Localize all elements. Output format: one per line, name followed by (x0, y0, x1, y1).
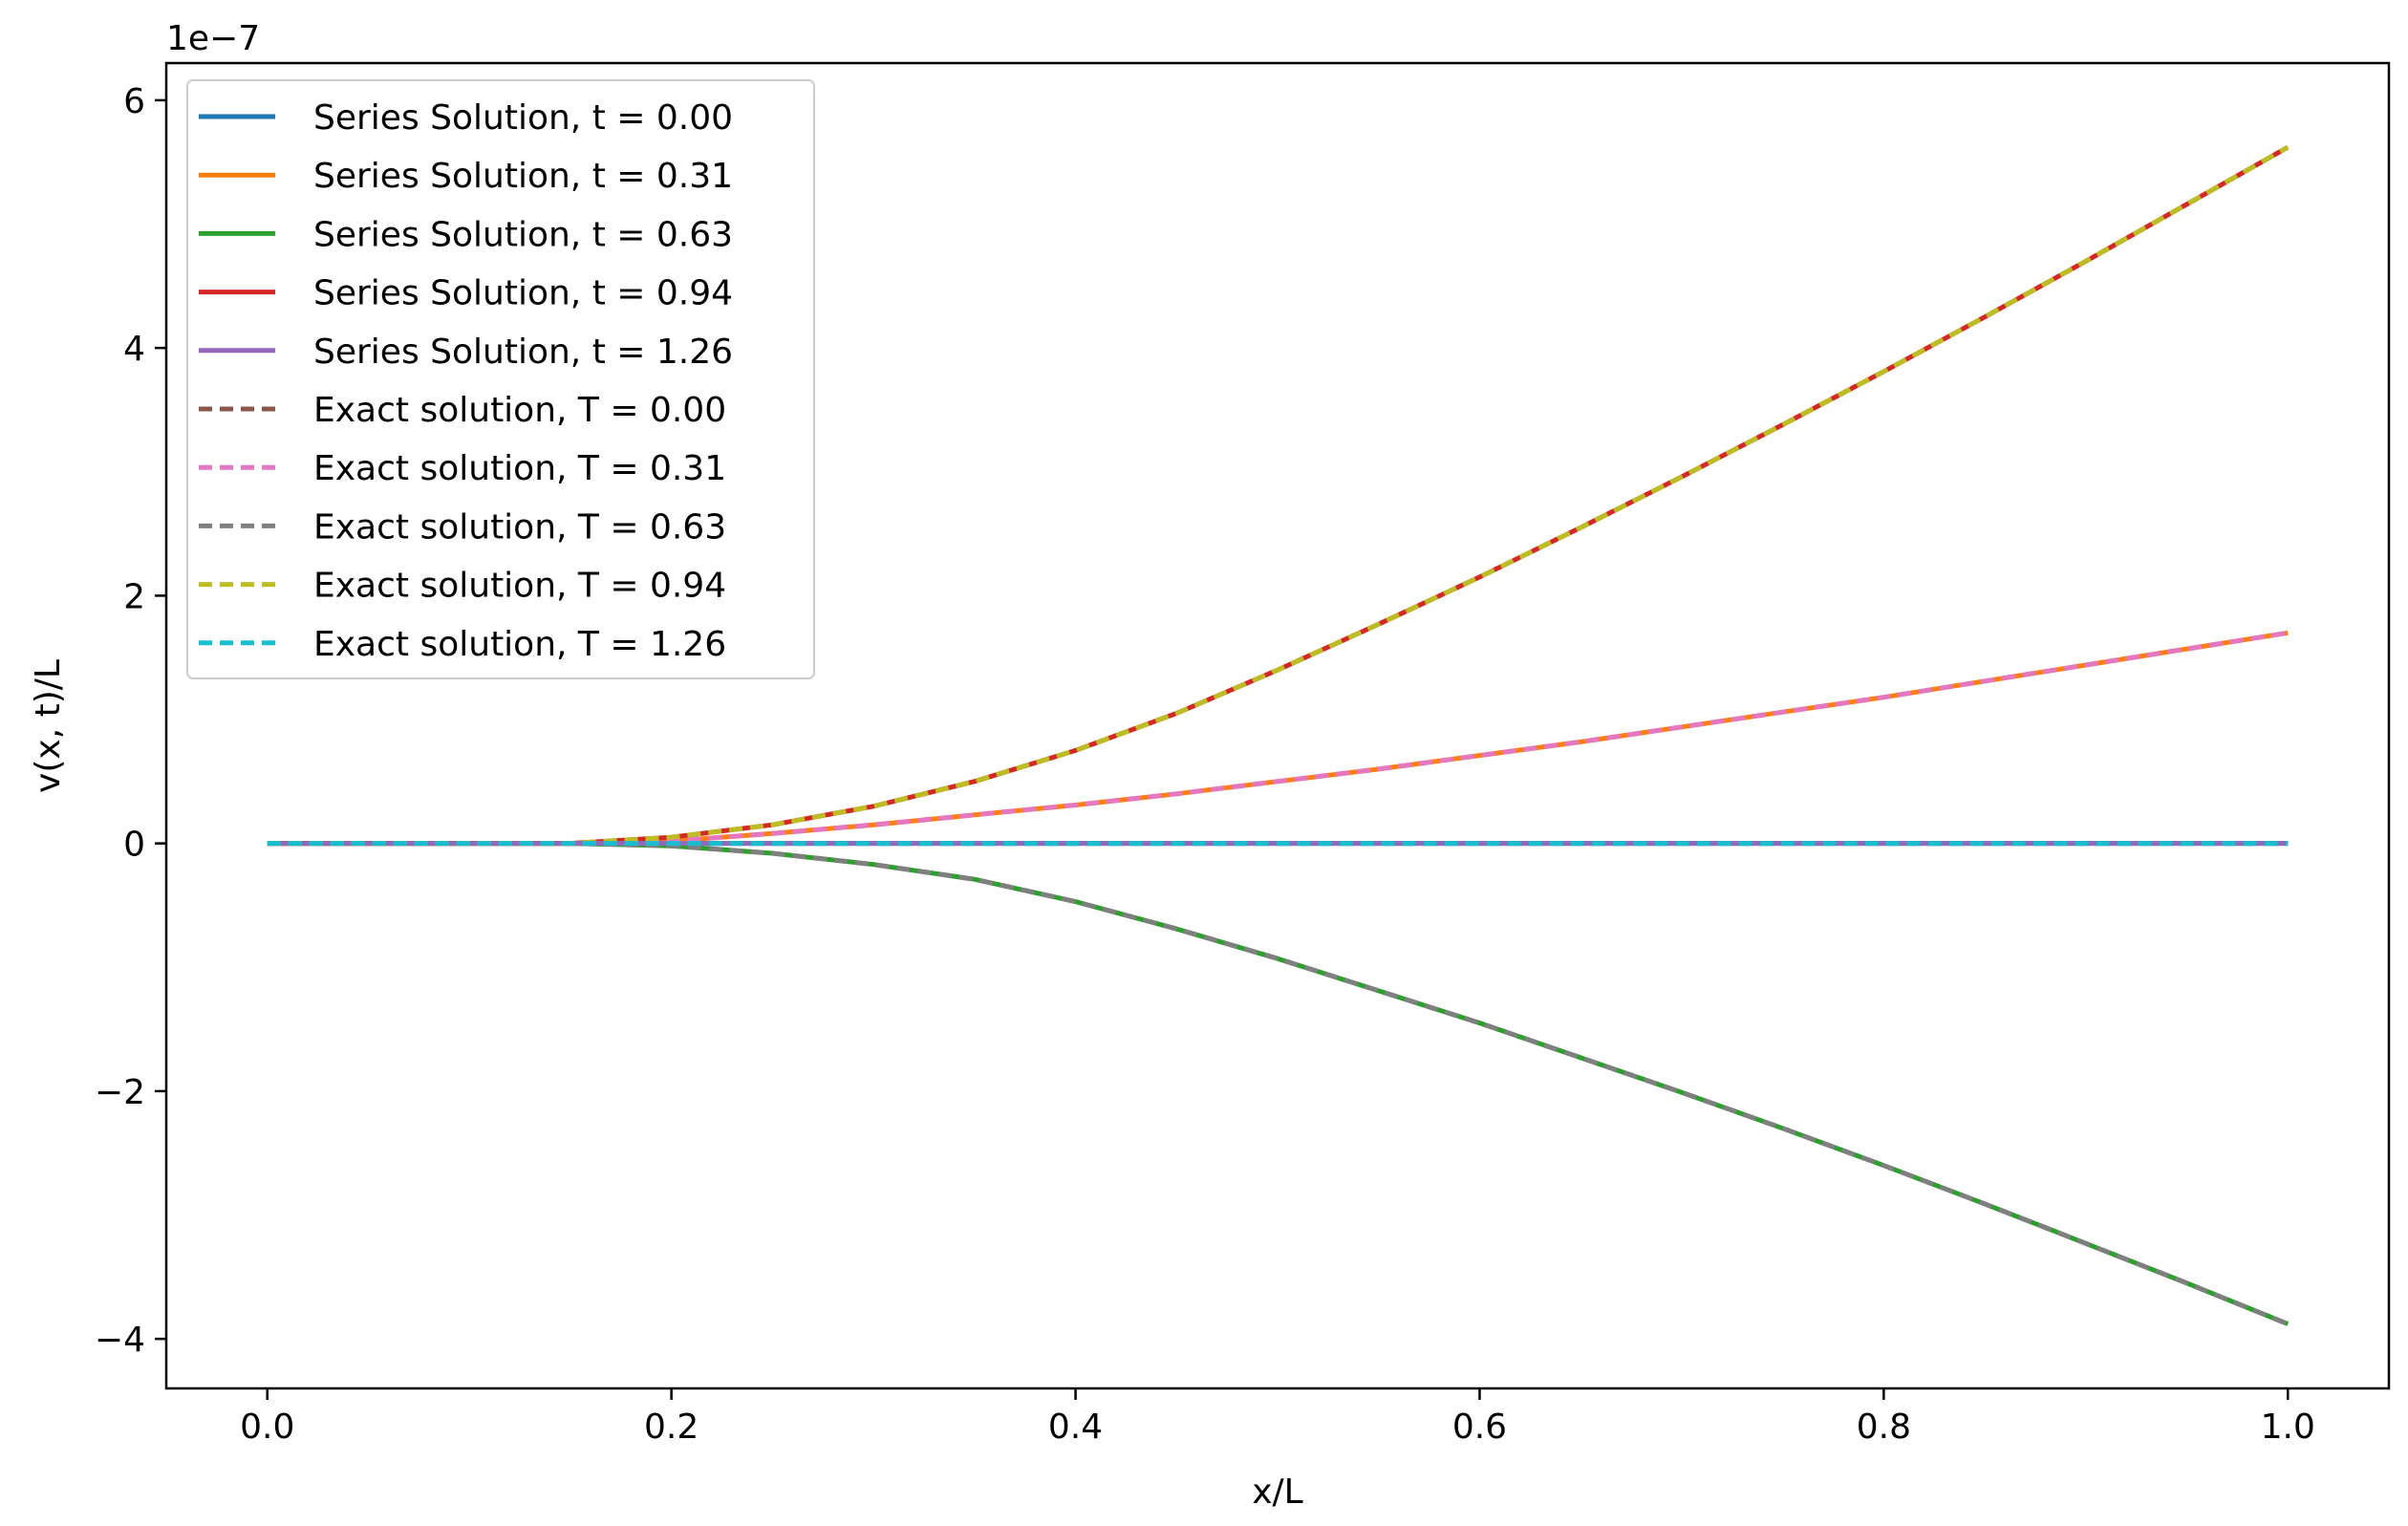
y-tick-label: −4 (95, 1321, 145, 1360)
legend-label-6: Exact solution, T = 0.31 (313, 449, 726, 488)
y-tick-label: 2 (123, 577, 145, 616)
legend-label-2: Series Solution, t = 0.63 (313, 215, 733, 254)
x-axis-label: x/L (1252, 1472, 1303, 1512)
x-tick-label: 0.6 (1452, 1408, 1507, 1447)
y-tick-label: 6 (123, 82, 145, 121)
y-tick-label: 4 (123, 330, 145, 369)
x-tick-label: 0.0 (240, 1408, 294, 1447)
x-axis-ticks: 0.0 0.2 0.4 0.6 0.8 1.0 (240, 1388, 2315, 1447)
y-axis-ticks: −4 −2 0 2 4 6 (95, 82, 166, 1360)
x-tick-label: 0.8 (1857, 1408, 1911, 1447)
legend-label-9: Exact solution, T = 1.26 (313, 625, 726, 664)
x-tick-label: 1.0 (2261, 1408, 2315, 1447)
legend-label-0: Series Solution, t = 0.00 (313, 98, 733, 138)
legend-label-1: Series Solution, t = 0.31 (313, 157, 733, 196)
x-tick-label: 0.2 (644, 1408, 699, 1447)
series-layer (267, 144, 2290, 1326)
legend-label-7: Exact solution, T = 0.63 (313, 507, 726, 547)
legend-label-3: Series Solution, t = 0.94 (313, 274, 733, 313)
x-tick-label: 0.4 (1048, 1408, 1103, 1447)
y-offset-label: 1e−7 (166, 19, 260, 58)
legend-label-4: Series Solution, t = 1.26 (313, 333, 733, 372)
legend: Series Solution, t = 0.00 Series Solution… (186, 79, 815, 679)
y-tick-label: 0 (123, 826, 145, 865)
plot-frame (164, 61, 2391, 1390)
y-tick-label: −2 (95, 1073, 145, 1112)
legend-box (186, 79, 815, 679)
y-axis-label: v(x, t)/L (29, 659, 68, 793)
legend-label-5: Exact solution, T = 0.00 (313, 391, 726, 430)
legend-label-8: Exact solution, T = 0.94 (313, 567, 726, 606)
